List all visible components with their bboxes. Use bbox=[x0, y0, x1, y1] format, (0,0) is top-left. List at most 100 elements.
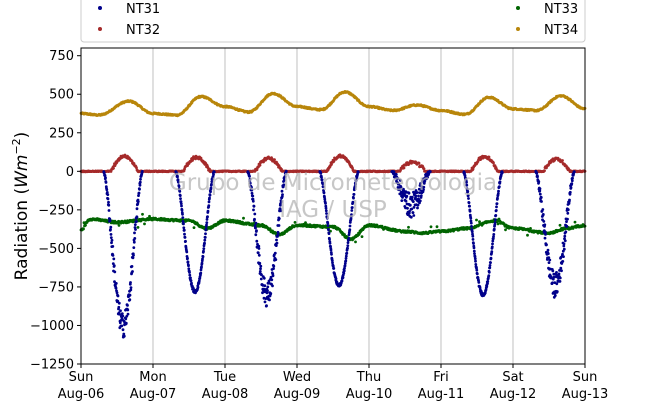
point-nt31 bbox=[116, 294, 120, 298]
point-nt33 bbox=[504, 228, 507, 232]
point-nt31 bbox=[539, 196, 543, 199]
point-nt31 bbox=[328, 241, 332, 245]
point-nt31 bbox=[138, 183, 142, 187]
watermark-line-1: Grupo de Micrometeorologia bbox=[169, 170, 497, 196]
point-nt31 bbox=[347, 236, 351, 240]
y-tick-label: 250 bbox=[49, 126, 74, 141]
point-nt31 bbox=[348, 228, 352, 232]
point-nt31 bbox=[411, 200, 415, 204]
point-nt33 bbox=[354, 240, 357, 244]
x-tick-label: Fri Aug-11 bbox=[418, 370, 465, 402]
legend-marker-nt33 bbox=[516, 6, 520, 10]
x-tick-day: Mon bbox=[139, 370, 166, 385]
point-nt31 bbox=[203, 236, 207, 239]
point-nt31 bbox=[327, 232, 331, 236]
point-nt31 bbox=[493, 221, 497, 225]
point-nt31 bbox=[104, 181, 108, 184]
point-nt31 bbox=[488, 264, 492, 267]
point-nt32 bbox=[112, 166, 115, 170]
point-nt32 bbox=[135, 166, 138, 170]
x-tick-day: Tue bbox=[213, 370, 236, 385]
point-nt31 bbox=[562, 242, 566, 246]
point-nt31 bbox=[206, 209, 210, 213]
y-axis-label-text: Radiation ( bbox=[12, 188, 32, 280]
point-nt31 bbox=[346, 244, 350, 248]
point-nt31 bbox=[555, 290, 559, 293]
point-nt31 bbox=[107, 203, 111, 207]
point-nt31 bbox=[132, 253, 135, 257]
point-nt31 bbox=[498, 180, 502, 184]
point-nt31 bbox=[135, 215, 139, 219]
point-nt31 bbox=[107, 200, 110, 204]
point-nt31 bbox=[495, 202, 499, 206]
point-nt31 bbox=[543, 236, 547, 240]
point-nt31 bbox=[203, 238, 207, 242]
legend-label-nt31: NT31 bbox=[126, 2, 160, 17]
y-axis-label-exponent: −2 bbox=[10, 138, 23, 154]
point-nt31 bbox=[494, 214, 498, 217]
y-tick-label: −500 bbox=[38, 242, 74, 257]
point-nt31 bbox=[340, 279, 344, 283]
point-nt31 bbox=[122, 334, 126, 338]
point-nt31 bbox=[274, 244, 278, 248]
point-nt31 bbox=[346, 241, 350, 245]
point-nt31 bbox=[488, 266, 492, 270]
point-nt31 bbox=[406, 206, 409, 210]
point-nt31 bbox=[259, 277, 263, 281]
point-nt31 bbox=[543, 223, 547, 227]
point-nt31 bbox=[206, 215, 209, 219]
point-nt31 bbox=[536, 175, 539, 179]
point-nt33 bbox=[82, 227, 85, 231]
point-nt33 bbox=[496, 222, 500, 226]
point-nt31 bbox=[129, 286, 133, 289]
y-axis: 750 500 250 0 −250 −500 −750 −1000 −1250 bbox=[30, 49, 81, 373]
point-nt31 bbox=[348, 224, 352, 228]
point-nt32 bbox=[273, 158, 276, 162]
point-nt31 bbox=[105, 188, 109, 192]
x-tick-date: Aug-07 bbox=[130, 387, 177, 402]
point-nt31 bbox=[196, 286, 200, 289]
point-nt31 bbox=[412, 206, 416, 209]
point-nt31 bbox=[489, 256, 493, 260]
point-nt31 bbox=[542, 220, 546, 223]
x-tick-label: Sun Aug-13 bbox=[562, 370, 609, 402]
point-nt31 bbox=[181, 212, 184, 216]
x-tick-day: Thu bbox=[356, 370, 381, 385]
point-nt31 bbox=[121, 328, 125, 332]
point-nt31 bbox=[558, 276, 562, 280]
point-nt31 bbox=[560, 269, 563, 273]
x-tick-label: Sat Aug-12 bbox=[490, 370, 537, 402]
point-nt31 bbox=[106, 197, 110, 201]
point-nt31 bbox=[268, 298, 271, 302]
point-nt31 bbox=[546, 248, 550, 252]
y-tick-label: −1000 bbox=[30, 319, 74, 334]
point-nt31 bbox=[203, 241, 206, 245]
point-nt31 bbox=[496, 196, 499, 200]
point-nt32 bbox=[330, 163, 333, 166]
point-nt31 bbox=[258, 270, 262, 273]
point-nt31 bbox=[182, 222, 185, 226]
point-nt31 bbox=[468, 204, 471, 208]
point-nt31 bbox=[180, 208, 184, 212]
point-nt31 bbox=[570, 182, 574, 186]
point-nt31 bbox=[202, 247, 206, 251]
y-tick-label: 500 bbox=[49, 88, 74, 103]
point-nt31 bbox=[344, 259, 348, 263]
legend-marker-nt34 bbox=[516, 27, 520, 31]
point-nt31 bbox=[262, 276, 266, 280]
point-nt31 bbox=[254, 233, 258, 237]
x-tick-day: Fri bbox=[433, 370, 449, 385]
point-nt31 bbox=[541, 208, 545, 211]
point-nt31 bbox=[104, 176, 107, 180]
point-nt31 bbox=[346, 246, 349, 250]
point-nt33 bbox=[529, 227, 532, 230]
point-nt33 bbox=[343, 233, 346, 236]
point-nt31 bbox=[109, 233, 113, 236]
x-tick-date: Aug-06 bbox=[58, 387, 105, 402]
point-nt31 bbox=[412, 214, 416, 217]
point-nt31 bbox=[139, 177, 142, 181]
point-nt31 bbox=[548, 258, 552, 262]
point-nt33 bbox=[136, 226, 140, 229]
point-nt31 bbox=[541, 213, 545, 216]
